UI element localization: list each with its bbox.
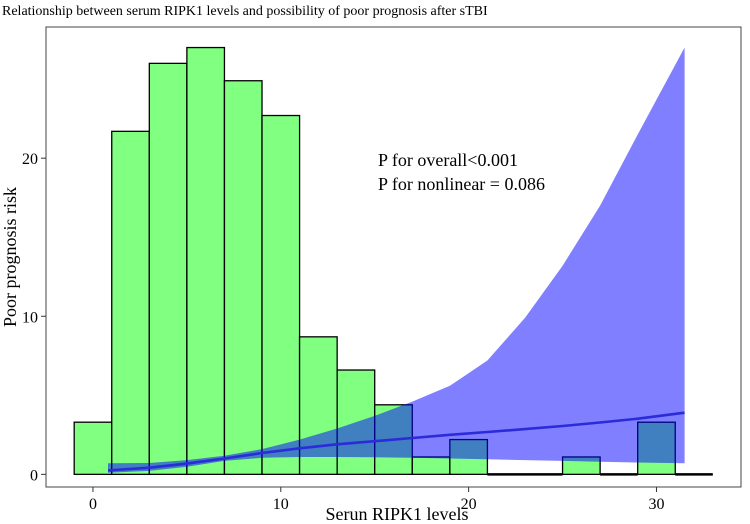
chart-title: Relationship between serum RIPK1 levels … xyxy=(2,4,488,19)
y-tick-label: 10 xyxy=(22,309,38,326)
x-tick-label: 30 xyxy=(648,496,664,513)
histogram-bars xyxy=(73,46,676,476)
histogram-bar xyxy=(73,421,113,476)
axes: 0 10 20 30 0 10 20 xyxy=(22,151,664,513)
y-tick-label: 20 xyxy=(22,151,38,168)
histogram-bar xyxy=(186,46,226,476)
annotation-p-overall: P for overall<0.001 xyxy=(378,150,518,170)
histogram-bar xyxy=(148,62,188,476)
y-tick-label: 0 xyxy=(30,467,38,484)
x-tick-label: 10 xyxy=(273,496,289,513)
y-axis-label: Poor prognosis risk xyxy=(0,187,20,327)
histogram-bar xyxy=(411,456,451,476)
confidence-band xyxy=(108,47,685,473)
x-tick-label: 20 xyxy=(461,496,477,513)
histogram-bar xyxy=(223,80,263,476)
histogram-bar xyxy=(111,130,150,476)
x-axis-label: Serun RIPK1 levels xyxy=(326,504,469,524)
annotation-p-nonlinear: P for nonlinear = 0.086 xyxy=(378,174,545,194)
spline-curve xyxy=(107,411,685,472)
x-tick-label: 0 xyxy=(89,496,97,513)
histogram-bar xyxy=(261,114,301,476)
